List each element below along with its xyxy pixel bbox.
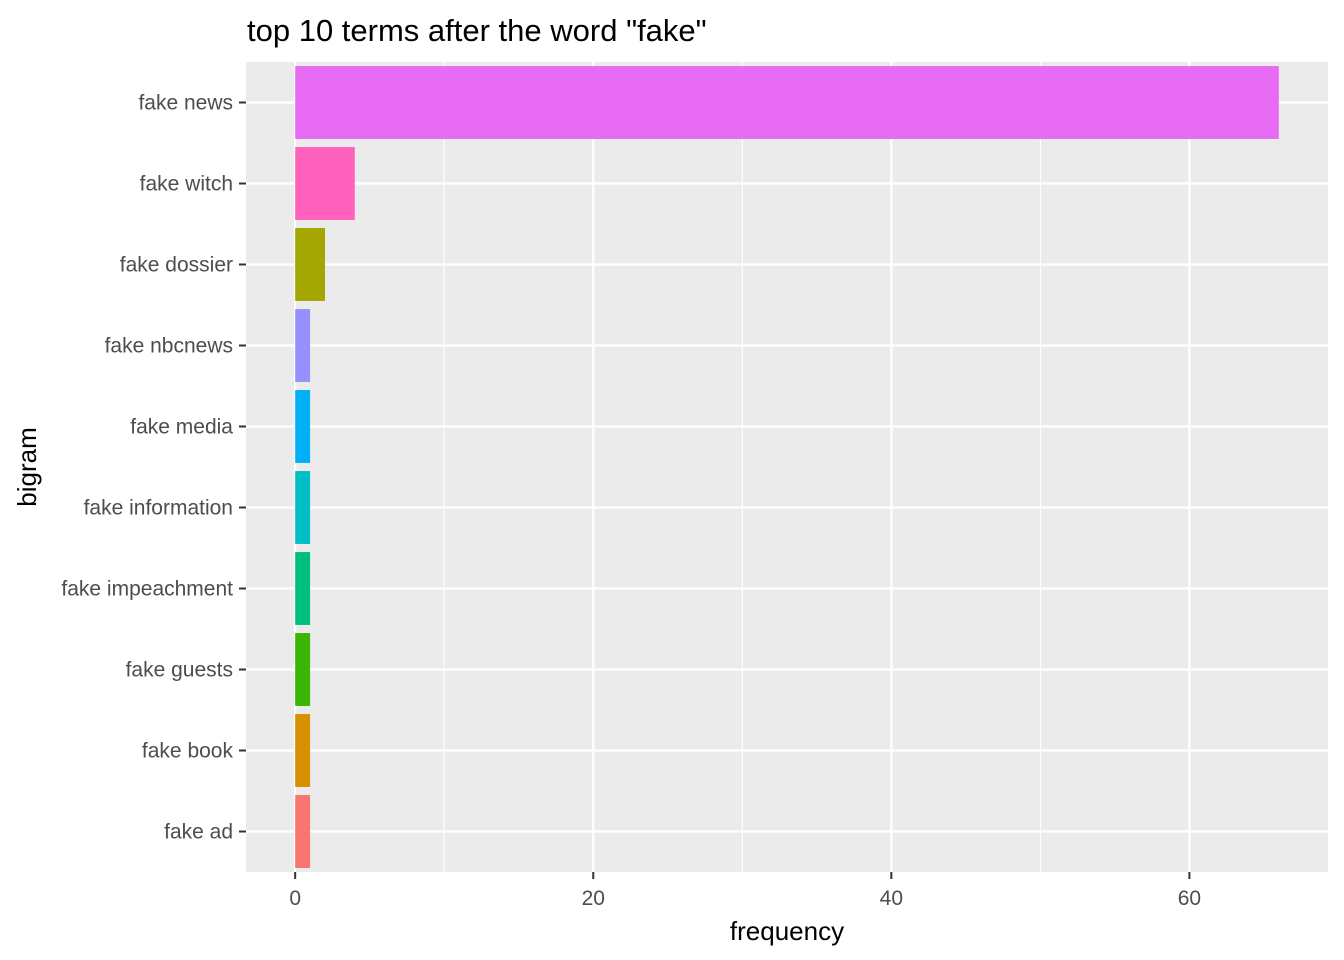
- x-axis: 0 20 40 60: [289, 872, 1201, 910]
- x-axis-title: frequency: [730, 916, 844, 946]
- y-tick-label: fake impeachment: [61, 578, 233, 601]
- x-tick-label: 0: [289, 887, 301, 910]
- y-tick-label: fake media: [130, 416, 233, 439]
- bar-fake-media: [295, 390, 311, 463]
- y-tick-label: fake dossier: [120, 254, 233, 277]
- y-tick-label: fake guests: [126, 659, 233, 682]
- y-axis: fake ad fake book fake guests fake impeachm…: [61, 92, 246, 844]
- bar-fake-news: [295, 66, 1279, 139]
- chart-title: top 10 terms after the word "fake": [247, 13, 707, 48]
- bar-fake-information: [295, 471, 311, 544]
- plot-panel: [246, 62, 1328, 872]
- grid-lines: [246, 62, 1328, 872]
- bar-fake-guests: [295, 633, 311, 706]
- x-tick-label: 60: [1178, 887, 1201, 910]
- bars: [295, 66, 1279, 868]
- y-tick-label: fake book: [142, 740, 234, 763]
- bar-fake-ad: [295, 795, 311, 868]
- bar-fake-impeachment: [295, 552, 311, 625]
- y-tick-label: fake nbcnews: [105, 335, 233, 358]
- x-tick-label: 40: [880, 887, 903, 910]
- bar-fake-book: [295, 714, 311, 787]
- y-tick-label: fake information: [84, 497, 233, 520]
- y-axis-title: bigram: [12, 427, 42, 506]
- y-tick-label: fake witch: [140, 173, 233, 196]
- bar-fake-witch: [295, 147, 355, 220]
- bar-fake-dossier: [295, 228, 325, 301]
- x-tick-label: 20: [582, 887, 605, 910]
- y-tick-label: fake news: [138, 92, 233, 115]
- bar-fake-nbcnews: [295, 309, 311, 382]
- y-tick-label: fake ad: [164, 821, 233, 844]
